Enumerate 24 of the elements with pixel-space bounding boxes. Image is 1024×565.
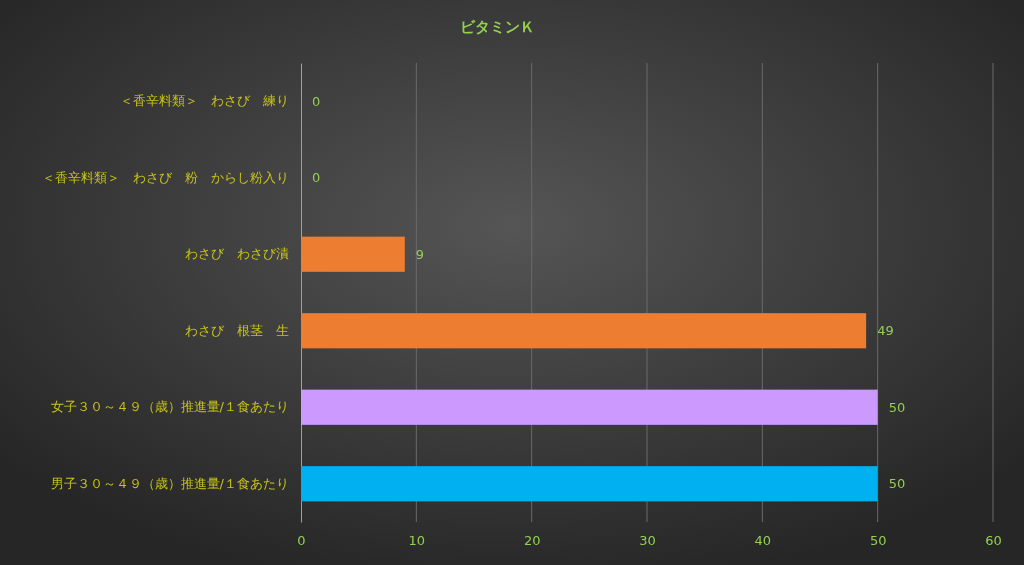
- x-tick-label: 60: [985, 533, 1002, 549]
- chart-title: ビタミンＫ: [459, 18, 535, 36]
- y-tick-label: ＜香辛料類＞ わさび 粉 からし粉入り: [42, 169, 289, 185]
- data-label: 9: [415, 246, 425, 262]
- x-tick-label: 0: [297, 533, 306, 549]
- x-tick-label: 10: [408, 533, 426, 549]
- data-label: 0: [312, 170, 321, 186]
- y-tick-label: 女子３０～４９（歳）推進量/１食あたり: [50, 399, 289, 415]
- bar: [301, 236, 405, 272]
- data-label: 50: [888, 476, 906, 492]
- bar: [301, 313, 867, 349]
- x-tick-label: 50: [869, 533, 887, 549]
- y-tick-label: 男子３０～４９（歳）推進量/１食あたり: [50, 475, 289, 491]
- x-tick-label: 40: [754, 533, 772, 549]
- y-tick-label: ＜香辛料類＞ わさび 練り: [120, 93, 289, 109]
- data-label: 49: [877, 323, 894, 339]
- x-tick-label: 20: [523, 533, 541, 549]
- y-tick-label: わさび 根茎 生: [185, 322, 289, 338]
- bar: [301, 466, 878, 502]
- data-label: 50: [888, 399, 906, 415]
- bar: [301, 389, 878, 425]
- x-tick-label: 30: [639, 533, 656, 549]
- data-label: 0: [312, 93, 321, 109]
- y-tick-label: わさび わさび漬: [185, 246, 289, 262]
